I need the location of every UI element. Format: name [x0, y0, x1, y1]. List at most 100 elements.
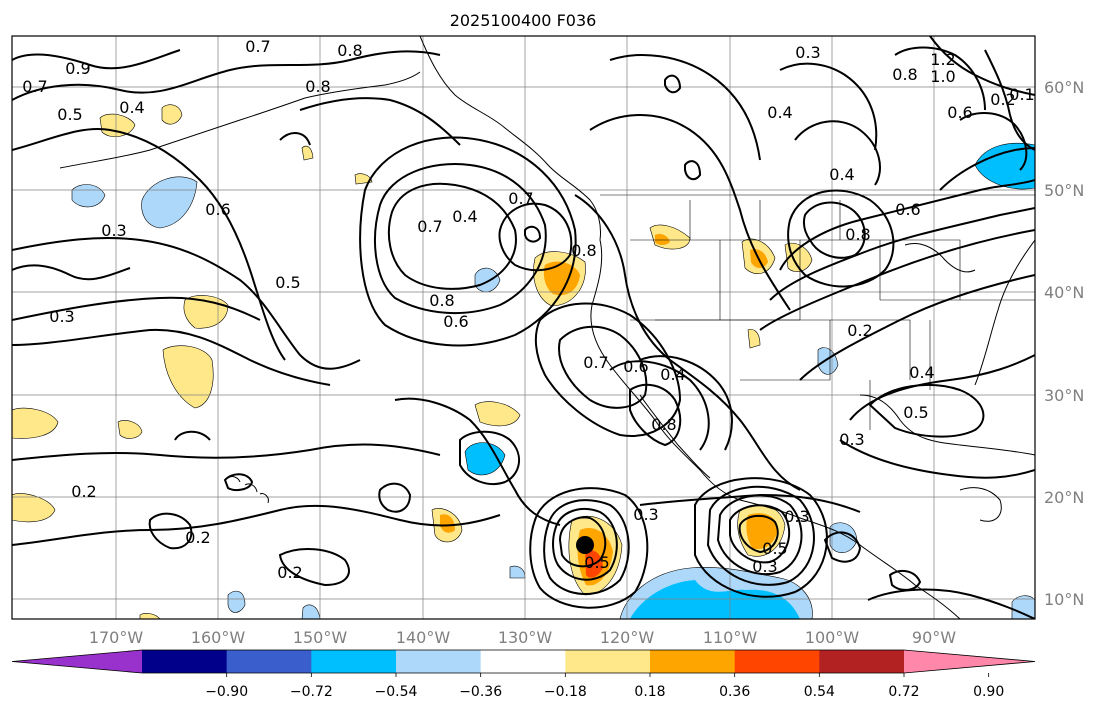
- contour-line: [738, 514, 779, 554]
- contour-line: [639, 355, 733, 451]
- contour-line: [12, 128, 286, 361]
- lat-label: 60°N: [1044, 78, 1084, 97]
- lon-label: 150°W: [293, 628, 348, 647]
- contour-label: 0.6: [895, 200, 920, 219]
- contour-label: 0.5: [57, 105, 82, 124]
- shade-blue-small-3: [817, 347, 839, 375]
- contour-line: [534, 302, 682, 437]
- contour-line: [823, 531, 862, 563]
- contour-line: [959, 112, 1028, 171]
- contour-label: 1.0: [930, 67, 955, 86]
- shade-blue-small-4: [227, 590, 246, 613]
- contour-label: 0.8: [845, 225, 870, 244]
- contour-label: 0.8: [651, 415, 676, 434]
- contour-line: [558, 325, 648, 409]
- contour-line: [839, 439, 1035, 479]
- contour-line: [543, 499, 630, 595]
- contour-label: 0.5: [275, 273, 300, 292]
- contour-line: [799, 274, 1035, 381]
- contour-label: 0.2: [847, 321, 872, 340]
- lon-label: 130°W: [498, 628, 553, 647]
- colorbar-segment: [565, 650, 651, 673]
- colorbar-segment: [142, 650, 228, 673]
- contour-line: [794, 120, 881, 186]
- lon-label: 110°W: [703, 628, 758, 647]
- contour-label: 0.2: [990, 90, 1015, 109]
- great-lakes: [904, 243, 976, 273]
- contour-lines: [12, 36, 1035, 619]
- contour-label: 0.7: [417, 217, 442, 236]
- contour-label: 0.4: [452, 207, 477, 226]
- contour-label: 0.6: [623, 357, 648, 376]
- colorbar-segment: [226, 650, 312, 673]
- contour-label: 0.3: [49, 307, 74, 326]
- colorbar-segment: [819, 650, 905, 673]
- shade-blue-east: [974, 142, 1035, 190]
- contour-label: 0.3: [795, 43, 820, 62]
- contour-label: 0.2: [71, 482, 96, 501]
- alaska-coast: [419, 36, 601, 241]
- colorbar-tick-label: 0.72: [888, 684, 919, 700]
- contour-label: 0.2: [277, 563, 302, 582]
- contour-label: 0.5: [762, 539, 787, 558]
- longitude-labels: 170°W 160°W 150°W 140°W 130°W 120°W 110°…: [89, 628, 956, 647]
- contour-label: 0.1: [1009, 85, 1034, 104]
- colorbar-tick-label: −0.72: [290, 684, 333, 700]
- colorbar-tick-label: 0.36: [719, 684, 750, 700]
- contour-line: [684, 160, 702, 181]
- contour-line: [759, 229, 1035, 331]
- contour-line: [787, 189, 895, 288]
- contour-label: 0.4: [767, 103, 792, 122]
- colorbar-extend-low: [12, 650, 142, 673]
- contour-line: [629, 383, 682, 447]
- shading-layer: [12, 104, 1035, 619]
- contour-label: 0.2: [185, 528, 210, 547]
- lon-label: 160°W: [191, 628, 246, 647]
- contour-line: [374, 163, 547, 314]
- shade-blue-tropic: [464, 442, 506, 476]
- colorbar-extend-high: [904, 650, 1035, 673]
- contour-line: [868, 384, 985, 438]
- contour-line: [394, 397, 561, 526]
- contour-line: [359, 136, 577, 347]
- lon-label: 140°W: [396, 628, 451, 647]
- colorbar-tick-label: 0.18: [634, 684, 665, 700]
- colorbar-tick-label: −0.54: [375, 684, 418, 700]
- alaska-peninsula: [304, 71, 421, 99]
- graticule: [12, 36, 1035, 619]
- lon-label: 120°W: [600, 628, 655, 647]
- shade-blue-small-5: [301, 604, 321, 619]
- contour-line: [929, 36, 1035, 96]
- contour-line: [729, 504, 791, 564]
- contour-line: [529, 487, 649, 609]
- contour-line: [278, 548, 350, 587]
- contour-line: [387, 182, 517, 290]
- map-panel: 0.7 0.8 0.7 0.9 0.4 0.5 0.8 0.6 0.3 0.5 …: [11, 35, 1036, 620]
- contour-line: [524, 225, 542, 243]
- contour-line: [558, 516, 607, 568]
- contour-line: [609, 360, 710, 451]
- shade-orange-3: [655, 233, 670, 245]
- shade-yellow-15: [747, 329, 761, 349]
- shade-yellow-7: [474, 401, 521, 427]
- lat-label: 20°N: [1044, 488, 1084, 507]
- contour-line: [12, 50, 441, 101]
- contour-line: [12, 504, 501, 546]
- contour-line: [279, 132, 311, 146]
- colorbar-tick-label: −0.36: [459, 684, 502, 700]
- contour-line: [609, 54, 761, 161]
- contour-label: 0.5: [584, 553, 609, 572]
- contour-line: [12, 296, 261, 321]
- shade-orange-1: [440, 514, 455, 533]
- figure-title: 2025100400 F036: [450, 11, 597, 30]
- shade-yellow-13: [301, 145, 314, 161]
- contour-line: [498, 202, 573, 272]
- colorbar-tick-label: 0.54: [804, 684, 835, 700]
- colorbar-tick-label: 0.90: [973, 684, 1004, 700]
- contour-line: [378, 482, 412, 513]
- gulf-coast: [859, 394, 1035, 456]
- contour-label: 0.9: [65, 59, 90, 78]
- contour-label: 0.3: [101, 221, 126, 240]
- shade-orange-storm-east: [746, 513, 778, 550]
- lat-label: 10°N: [1044, 590, 1084, 609]
